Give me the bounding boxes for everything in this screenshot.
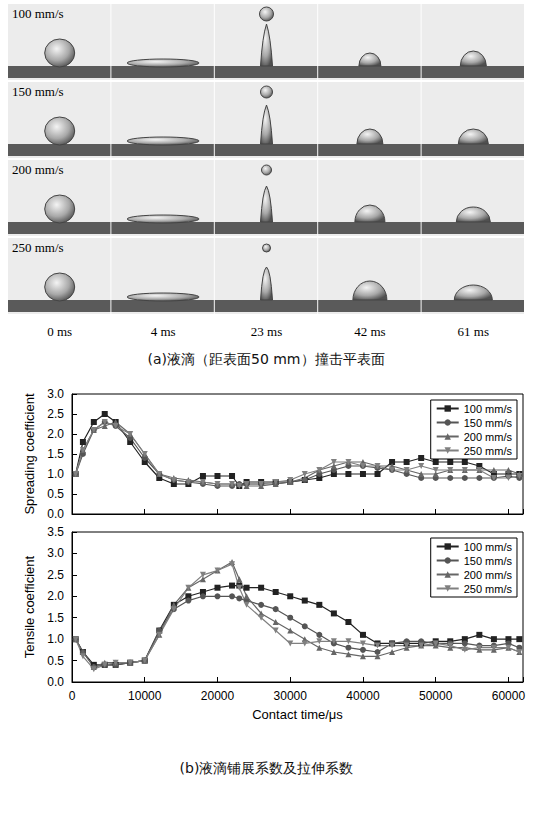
svg-text:0.0: 0.0 — [47, 675, 64, 689]
svg-text:Contact time/μs: Contact time/μs — [252, 707, 343, 722]
svg-text:250 mm/s: 250 mm/s — [464, 445, 513, 457]
svg-text:200 mm/s: 200 mm/s — [464, 431, 513, 443]
svg-text:50000: 50000 — [419, 689, 453, 703]
svg-text:20000: 20000 — [201, 689, 235, 703]
svg-text:0.5: 0.5 — [47, 487, 64, 501]
svg-text:2.5: 2.5 — [47, 568, 64, 582]
svg-text:2.0: 2.0 — [47, 427, 64, 441]
svg-text:Spreading coefficient: Spreading coefficient — [22, 393, 37, 515]
svg-text:40000: 40000 — [346, 689, 380, 703]
svg-text:23 ms: 23 ms — [251, 324, 282, 339]
svg-text:100 mm/s: 100 mm/s — [464, 403, 513, 415]
svg-text:Tensile coefficient: Tensile coefficient — [22, 555, 37, 658]
svg-text:0.0: 0.0 — [47, 507, 64, 521]
svg-text:100 mm/s: 100 mm/s — [464, 541, 513, 553]
svg-text:150 mm/s: 150 mm/s — [12, 84, 64, 99]
svg-text:2.5: 2.5 — [47, 407, 64, 421]
svg-text:1.5: 1.5 — [47, 611, 64, 625]
svg-text:(a)液滴（距表面50 mm）撞击平表面: (a)液滴（距表面50 mm）撞击平表面 — [147, 351, 384, 367]
svg-text:1.0: 1.0 — [47, 467, 64, 481]
svg-text:42 ms: 42 ms — [354, 324, 385, 339]
svg-text:0.5: 0.5 — [47, 654, 64, 668]
svg-text:1.0: 1.0 — [47, 632, 64, 646]
svg-text:3.0: 3.0 — [47, 387, 64, 401]
svg-text:3.0: 3.0 — [47, 546, 64, 560]
svg-text:2.0: 2.0 — [47, 589, 64, 603]
svg-text:0: 0 — [69, 689, 76, 703]
svg-text:200 mm/s: 200 mm/s — [464, 569, 513, 581]
svg-text:60000: 60000 — [492, 689, 526, 703]
svg-text:250 mm/s: 250 mm/s — [464, 583, 513, 595]
svg-text:4 ms: 4 ms — [151, 324, 176, 339]
svg-text:61 ms: 61 ms — [458, 324, 489, 339]
svg-text:150 mm/s: 150 mm/s — [464, 417, 513, 429]
svg-text:150 mm/s: 150 mm/s — [464, 555, 513, 567]
svg-text:30000: 30000 — [274, 689, 308, 703]
svg-text:250 mm/s: 250 mm/s — [12, 240, 64, 255]
svg-text:3.5: 3.5 — [47, 525, 64, 539]
svg-text:100 mm/s: 100 mm/s — [12, 6, 64, 21]
svg-text:0 ms: 0 ms — [47, 324, 72, 339]
svg-text:1.5: 1.5 — [47, 447, 64, 461]
html-text:(b)液滴铺展系数及拉伸系数: (b)液滴铺展系数及拉伸系数 — [179, 760, 354, 776]
svg-text:200 mm/s: 200 mm/s — [12, 162, 64, 177]
svg-text:10000: 10000 — [128, 689, 162, 703]
